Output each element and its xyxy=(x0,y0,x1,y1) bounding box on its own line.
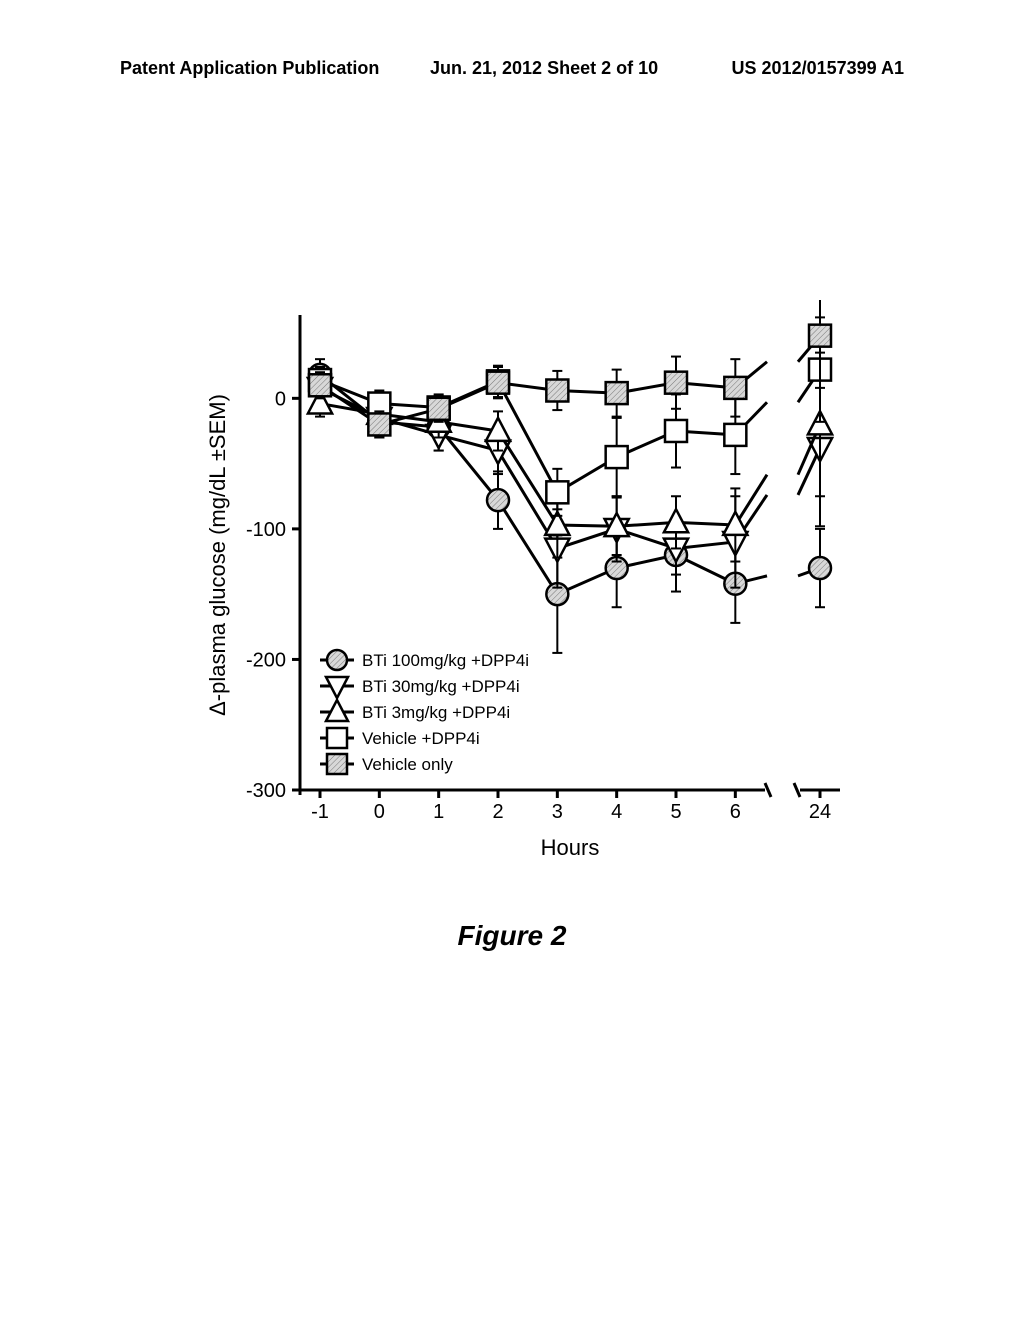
chart-container: 0 -100 -200 -300 -1 0 1 2 3 4 5 6 24 Hours Δ-plasma gl… xyxy=(190,300,870,880)
svg-text:0: 0 xyxy=(374,801,385,823)
svg-text:BTi 100mg/kg +DPP4i: BTi 100mg/kg +DPP4i xyxy=(362,651,529,670)
svg-text:-200: -200 xyxy=(246,649,286,671)
svg-text:4: 4 xyxy=(611,801,622,823)
svg-text:-300: -300 xyxy=(246,780,286,802)
svg-text:Vehicle +DPP4i: Vehicle +DPP4i xyxy=(362,729,480,748)
svg-text:3: 3 xyxy=(552,801,563,823)
svg-text:BTi 3mg/kg +DPP4i: BTi 3mg/kg +DPP4i xyxy=(362,703,510,722)
svg-text:5: 5 xyxy=(670,801,681,823)
svg-text:Hours: Hours xyxy=(541,835,600,860)
svg-text:Vehicle only: Vehicle only xyxy=(362,755,453,774)
figure-caption: Figure 2 xyxy=(0,920,1024,952)
header-right: US 2012/0157399 A1 xyxy=(732,58,904,79)
header-left: Patent Application Publication xyxy=(120,58,379,79)
svg-text:BTi 30mg/kg +DPP4i: BTi 30mg/kg +DPP4i xyxy=(362,677,520,696)
svg-text:0: 0 xyxy=(275,388,286,410)
svg-text:Δ-plasma glucose (mg/dL ±SEM): Δ-plasma glucose (mg/dL ±SEM) xyxy=(205,394,230,716)
svg-text:2: 2 xyxy=(492,801,503,823)
glucose-chart: 0 -100 -200 -300 -1 0 1 2 3 4 5 6 24 Hours Δ-plasma gl… xyxy=(190,300,870,880)
svg-text:6: 6 xyxy=(730,801,741,823)
svg-text:24: 24 xyxy=(809,801,831,823)
svg-text:-100: -100 xyxy=(246,519,286,541)
svg-text:-1: -1 xyxy=(311,801,329,823)
svg-text:1: 1 xyxy=(433,801,444,823)
header-center: Jun. 21, 2012 Sheet 2 of 10 xyxy=(430,58,658,79)
